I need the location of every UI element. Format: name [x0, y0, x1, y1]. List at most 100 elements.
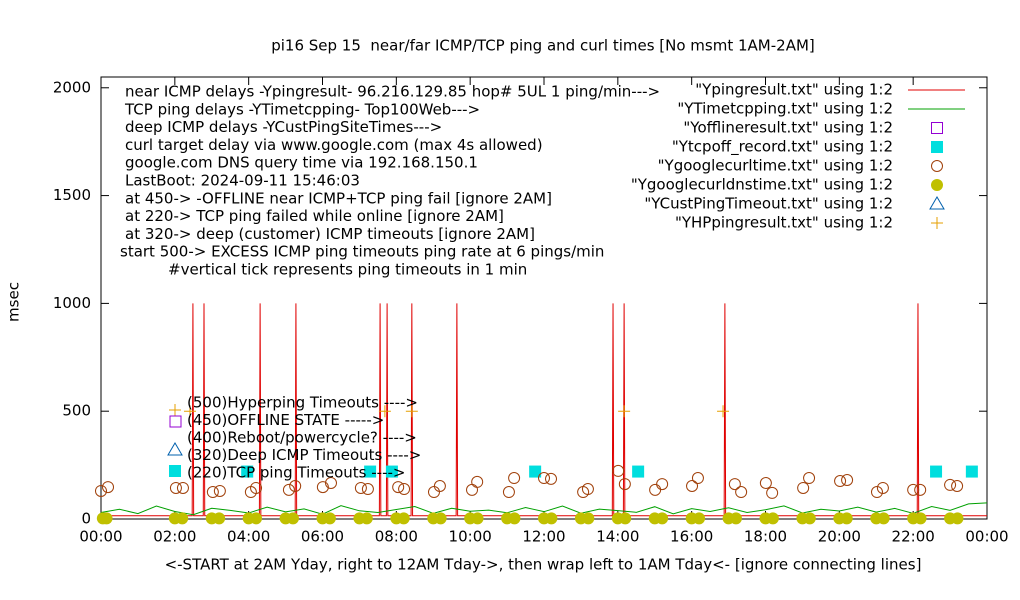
circle-marker — [471, 475, 484, 488]
square-marker — [965, 465, 978, 478]
circle-marker — [612, 464, 625, 477]
square-marker — [930, 465, 943, 478]
dot-marker — [471, 512, 484, 525]
circle-marker — [169, 481, 182, 494]
dot-marker — [656, 512, 669, 525]
circle-marker — [914, 483, 927, 496]
circle-marker — [433, 480, 446, 493]
circle-marker — [398, 483, 411, 496]
circle-marker — [766, 486, 779, 499]
x-tick-label: 00:00 — [965, 528, 1008, 546]
key-square — [169, 465, 181, 477]
plus-marker — [378, 405, 391, 418]
y-tick-label: 1000 — [53, 294, 91, 312]
x-tick-label: 08:00 — [375, 528, 418, 546]
annotation: TCP ping delays -YTimetcpping- Top100Web… — [124, 100, 480, 118]
legend-swatch — [931, 160, 943, 172]
circle-marker — [282, 483, 295, 496]
circle-marker — [834, 475, 847, 488]
circle-marker — [870, 486, 883, 499]
dot-marker — [100, 512, 113, 525]
square-marker — [364, 465, 377, 478]
dot-marker — [803, 512, 816, 525]
legend-label: "YTimetcpping.txt" using 1:2 — [677, 100, 893, 118]
legend-label: "Yofflineresult.txt" using 1:2 — [683, 119, 893, 137]
annotation: google.com DNS query time via 192.168.15… — [125, 154, 478, 172]
legend-swatch — [931, 141, 943, 153]
legend-swatch — [931, 122, 943, 134]
dot-marker — [840, 512, 853, 525]
x-tick-label: 00:00 — [79, 528, 122, 546]
annotation: start 500-> EXCESS ICMP ping timeouts pi… — [120, 243, 604, 261]
key-label: (450)OFFLINE STATE -----> — [187, 411, 384, 429]
chart-title: pi16 Sep 15 near/far ICMP/TCP ping and c… — [271, 37, 815, 55]
dot-marker — [250, 512, 263, 525]
plus-marker — [618, 405, 631, 418]
plus-marker — [717, 405, 730, 418]
circle-marker — [951, 480, 964, 493]
circle-marker — [944, 478, 957, 491]
x-tick-label: 06:00 — [301, 528, 344, 546]
circle-marker — [361, 483, 374, 496]
dot-marker — [951, 512, 964, 525]
circle-marker — [841, 473, 854, 486]
square-marker — [632, 465, 645, 478]
dot-marker — [545, 512, 558, 525]
legend-label: "Ygooglecurltime.txt" using 1:2 — [658, 157, 893, 175]
circle-marker — [803, 472, 816, 485]
key-label: (400)Reboot/powercycle? ----> — [187, 429, 417, 447]
y-tick-label: 1500 — [53, 186, 91, 204]
dot-marker — [766, 512, 779, 525]
circle-marker — [545, 472, 558, 485]
legend-swatch — [931, 179, 943, 191]
x-tick-label: 16:00 — [670, 528, 713, 546]
dot-marker — [213, 512, 226, 525]
circle-marker — [324, 476, 337, 489]
dot-marker — [360, 512, 373, 525]
square-marker — [529, 465, 542, 478]
circle-marker — [735, 486, 748, 499]
dot-marker — [877, 512, 890, 525]
square-marker — [385, 465, 398, 478]
x-tick-label: 04:00 — [227, 528, 270, 546]
circle-marker — [797, 481, 810, 494]
legend-label: "YCustPingTimeout.txt" using 1:2 — [644, 195, 893, 213]
key-label: (500)Hyperping Timeouts ----> — [187, 394, 418, 412]
annotation: at 320-> deep (customer) ICMP timeouts [… — [125, 225, 535, 243]
key-symbols — [167, 404, 183, 477]
annotation: curl target delay via www.google.com (ma… — [125, 136, 543, 154]
x-axis-label: <-START at 2AM Yday, right to 12AM Tday-… — [165, 556, 922, 574]
circle-marker — [250, 481, 263, 494]
circle-marker — [392, 481, 405, 494]
circle-marker — [206, 486, 219, 499]
circle-marker — [508, 472, 521, 485]
circle-marker — [316, 481, 329, 494]
legend-swatch — [931, 217, 943, 229]
x-tick-label: 18:00 — [744, 528, 787, 546]
dot-marker — [508, 512, 521, 525]
dot-marker — [176, 512, 189, 525]
y-tick-label: 2000 — [53, 78, 91, 96]
legend-label: "Ypingresult.txt" using 1:2 — [695, 81, 893, 99]
dot-marker — [619, 512, 632, 525]
annotation: LastBoot: 2024-09-11 15:46:03 — [125, 172, 360, 190]
dot-marker — [914, 512, 927, 525]
y-axis-label: msec — [5, 282, 23, 322]
circle-marker — [691, 472, 704, 485]
legend-label: "Ytcpoff_record.txt" using 1:2 — [672, 138, 893, 157]
circle-marker — [176, 481, 189, 494]
dot-marker — [397, 512, 410, 525]
key-triangle — [167, 442, 183, 456]
x-tick-label: 10:00 — [449, 528, 492, 546]
dot-marker — [693, 512, 706, 525]
circle-marker — [354, 481, 367, 494]
circle-marker — [289, 480, 302, 493]
circle-marker — [649, 483, 662, 496]
dot-marker — [323, 512, 336, 525]
circle-marker — [759, 476, 772, 489]
square-marker — [241, 465, 254, 478]
legend-label: "Ygooglecurldnstime.txt" using 1:2 — [631, 176, 893, 194]
annotation: at 450-> -OFFLINE near ICMP+TCP ping fai… — [125, 189, 552, 207]
